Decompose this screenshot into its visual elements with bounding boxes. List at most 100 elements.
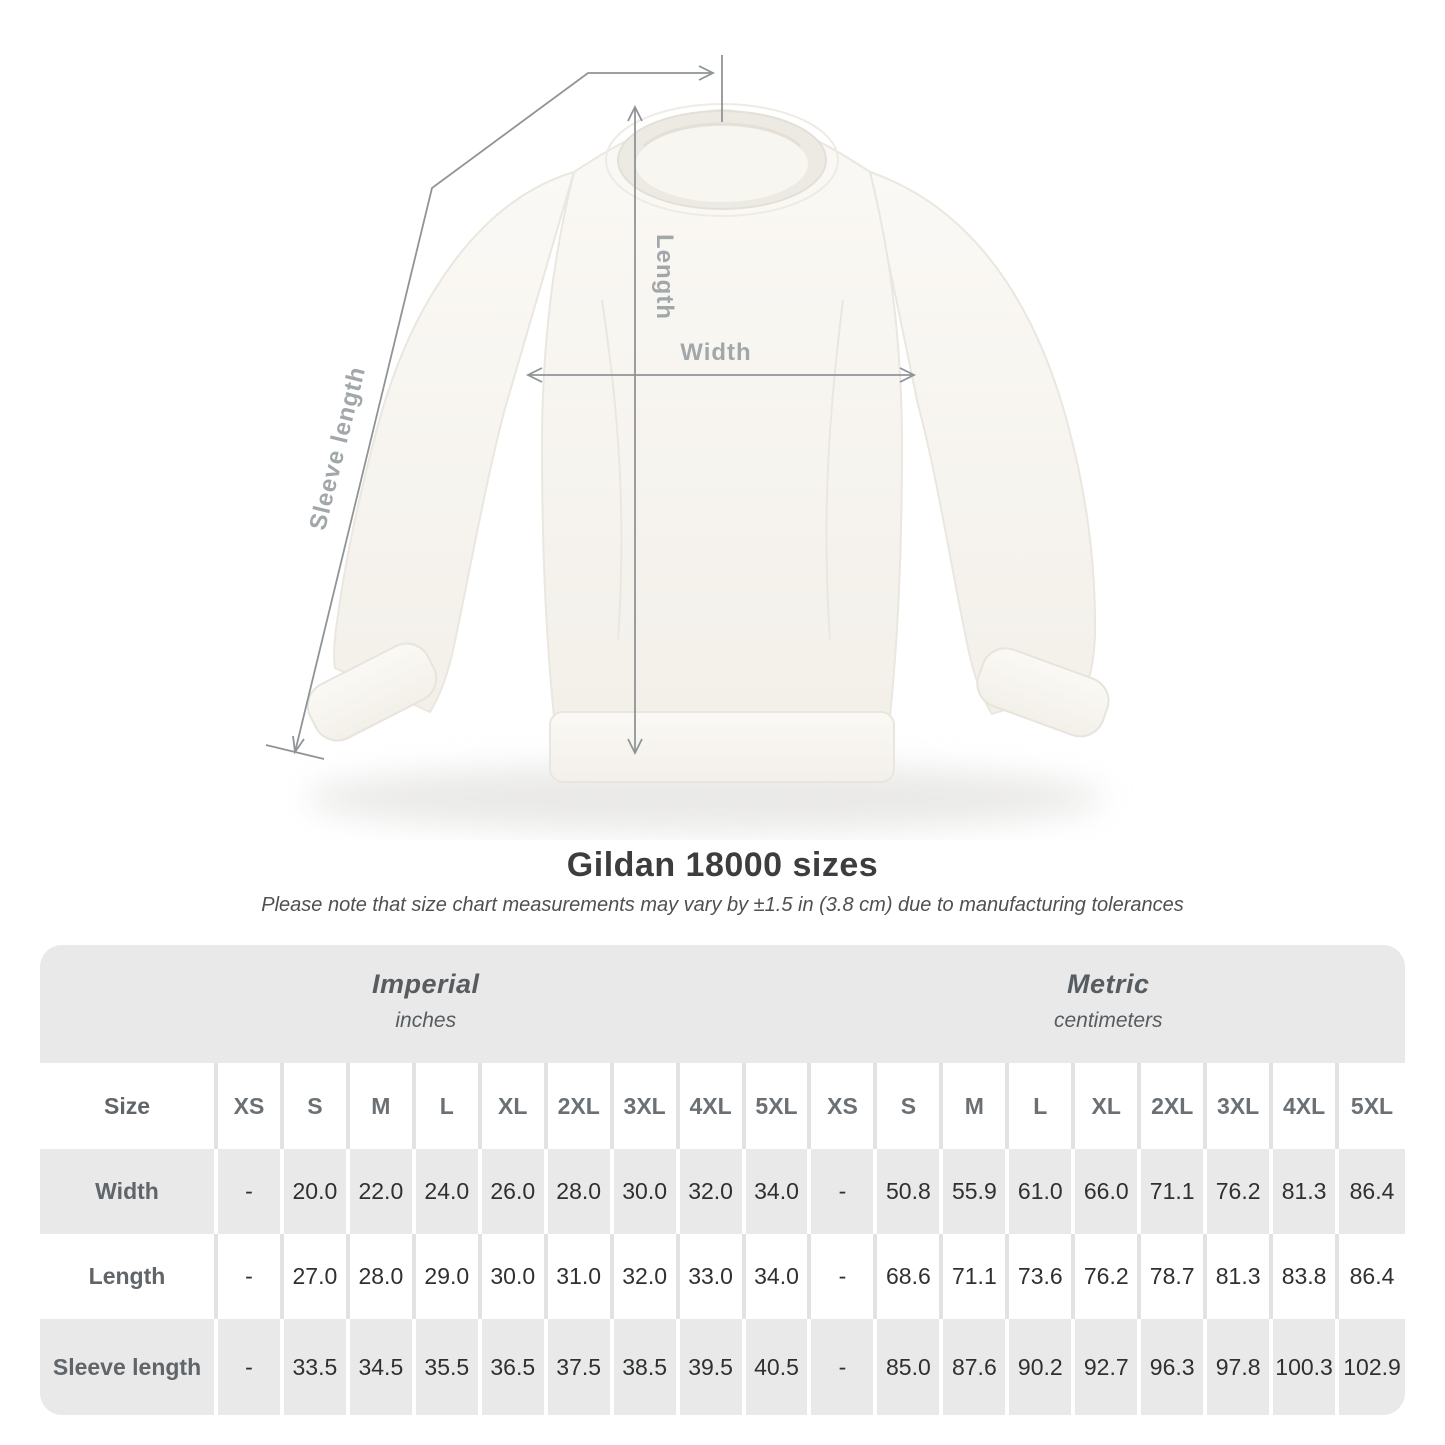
metric-size-header: 4XL	[1273, 1063, 1340, 1149]
sleeve-metric-cell: 97.8	[1207, 1319, 1274, 1415]
collar-inner-shadow	[642, 122, 802, 148]
collar-inside	[636, 126, 808, 202]
width-metric-cell: -	[811, 1149, 878, 1234]
length-metric-cell: 86.4	[1349, 1263, 1395, 1289]
metric-title: Metric	[1066, 969, 1150, 999]
left-cuff	[306, 642, 438, 742]
imperial-size-header: L	[416, 1063, 482, 1149]
imperial-size-header: 3XL	[614, 1063, 680, 1149]
size-table: Imperial inches Metric centimeters Size …	[40, 945, 1405, 1415]
fold-line-right	[825, 299, 844, 641]
length-imperial-cell: -	[218, 1234, 284, 1319]
sleeve-metric-cell: 92.7	[1075, 1319, 1142, 1415]
sleeve-imperial-cell: 33.5	[284, 1319, 350, 1415]
right-cuff	[976, 647, 1110, 738]
left-sleeve	[333, 170, 576, 714]
imperial-section-header: Imperial inches	[40, 945, 812, 1063]
sleeve-metric-cell: 90.2	[1009, 1319, 1076, 1415]
size-header-row: Size XS S M L XL 2XL 3XL 4XL 5XL XS S M …	[40, 1063, 1405, 1149]
metric-size-header: 2XL	[1141, 1063, 1208, 1149]
imperial-size-header: 5XL	[746, 1063, 812, 1149]
length-imperial-cell: 29.0	[416, 1234, 482, 1319]
width-measurement-label: Width	[680, 339, 751, 366]
table-row-sleeve-length: Sleeve length - 33.5 34.5 35.5 36.5 37.5…	[40, 1319, 1405, 1415]
length-metric-cell: 68.6	[877, 1234, 944, 1319]
sleeve-metric-cell: 85.0	[877, 1319, 944, 1415]
units-header-row: Imperial inches Metric centimeters	[40, 945, 1405, 1063]
product-measurement-diagram: Length Width Sleeve length	[265, 55, 1110, 832]
width-imperial-cell: -	[218, 1149, 284, 1234]
imperial-size-header: XS	[218, 1063, 284, 1149]
size-column-label: Size	[40, 1063, 218, 1149]
length-metric-cell: 78.7	[1141, 1234, 1208, 1319]
imperial-size-header: M	[350, 1063, 416, 1149]
width-metric-cell: 86.4	[1349, 1178, 1395, 1204]
length-imperial-cell: 31.0	[548, 1234, 614, 1319]
width-metric-cell: 55.9	[943, 1149, 1010, 1234]
width-metric-cell: 50.8	[877, 1149, 944, 1234]
tolerance-note: Please note that size chart measurements…	[261, 894, 1184, 916]
metric-size-header: L	[1009, 1063, 1076, 1149]
imperial-title: Imperial	[371, 969, 480, 999]
sleeve-imperial-cell: 40.5	[746, 1319, 812, 1415]
row-label-sleeve-length: Sleeve length	[40, 1319, 218, 1415]
metric-section-header: Metric centimeters	[812, 945, 1406, 1063]
page-title: Gildan 18000 sizes	[566, 846, 879, 884]
length-measurement-label: Length	[651, 234, 678, 320]
length-imperial-cell: 30.0	[482, 1234, 548, 1319]
width-imperial-cell: 28.0	[548, 1149, 614, 1234]
sweatshirt-photo: Length Width Sleeve length	[265, 55, 1110, 832]
width-measurement: Width	[525, 339, 917, 383]
width-imperial-cell: 32.0	[680, 1149, 746, 1234]
length-measurement: Length	[627, 104, 678, 756]
row-label-width: Width	[40, 1149, 218, 1234]
width-imperial-cell: 30.0	[614, 1149, 680, 1234]
metric-size-header: XL	[1075, 1063, 1142, 1149]
metric-size-header: 3XL	[1207, 1063, 1274, 1149]
length-imperial-cell: 33.0	[680, 1234, 746, 1319]
length-metric-cell: 83.8	[1273, 1234, 1340, 1319]
garment-shadow	[305, 764, 1105, 832]
length-imperial-cell: 28.0	[350, 1234, 416, 1319]
metric-size-header: S	[877, 1063, 944, 1149]
sleeve-metric-cell: 100.3	[1273, 1319, 1340, 1415]
sleeve-imperial-cell: 39.5	[680, 1319, 746, 1415]
sleeve-imperial-cell: 38.5	[614, 1319, 680, 1415]
row-label-length: Length	[40, 1234, 218, 1319]
width-imperial-cell: 20.0	[284, 1149, 350, 1234]
sleeve-imperial-cell: 35.5	[416, 1319, 482, 1415]
right-sleeve	[868, 170, 1097, 716]
imperial-size-header: XL	[482, 1063, 548, 1149]
width-imperial-cell: 22.0	[350, 1149, 416, 1234]
table-row-length: Length - 27.0 28.0 29.0 30.0 31.0 32.0 3…	[40, 1234, 1405, 1319]
imperial-size-header: S	[284, 1063, 350, 1149]
width-metric-cell: 66.0	[1075, 1149, 1142, 1234]
width-imperial-cell: 26.0	[482, 1149, 548, 1234]
width-metric-cell: 61.0	[1009, 1149, 1076, 1234]
width-metric-cell: 76.2	[1207, 1149, 1274, 1234]
sleeve-metric-cell: -	[811, 1319, 878, 1415]
length-metric-cell: 81.3	[1207, 1234, 1274, 1319]
length-imperial-cell: 34.0	[746, 1234, 812, 1319]
metric-size-header: M	[943, 1063, 1010, 1149]
width-metric-cell: 81.3	[1273, 1149, 1340, 1234]
sleeve-metric-cell: 87.6	[943, 1319, 1010, 1415]
length-imperial-cell: 27.0	[284, 1234, 350, 1319]
width-metric-cell: 71.1	[1141, 1149, 1208, 1234]
hem-band	[549, 711, 895, 783]
sleeve-imperial-cell: 36.5	[482, 1319, 548, 1415]
imperial-unit: inches	[395, 1009, 457, 1032]
fold-line-left	[601, 299, 623, 641]
length-metric-cell: 76.2	[1075, 1234, 1142, 1319]
width-imperial-cell: 34.0	[746, 1149, 812, 1234]
metric-unit: centimeters	[1053, 1009, 1163, 1032]
length-metric-cell: 71.1	[943, 1234, 1010, 1319]
sleeve-metric-cell: 102.9	[1343, 1353, 1401, 1380]
length-imperial-cell: 32.0	[614, 1234, 680, 1319]
sleeve-imperial-cell: -	[218, 1319, 284, 1415]
imperial-size-header: 4XL	[680, 1063, 746, 1149]
length-metric-cell: 73.6	[1009, 1234, 1076, 1319]
metric-size-header: XS	[811, 1063, 878, 1149]
table-row-width: Width - 20.0 22.0 24.0 26.0 28.0 30.0 32…	[40, 1149, 1405, 1234]
